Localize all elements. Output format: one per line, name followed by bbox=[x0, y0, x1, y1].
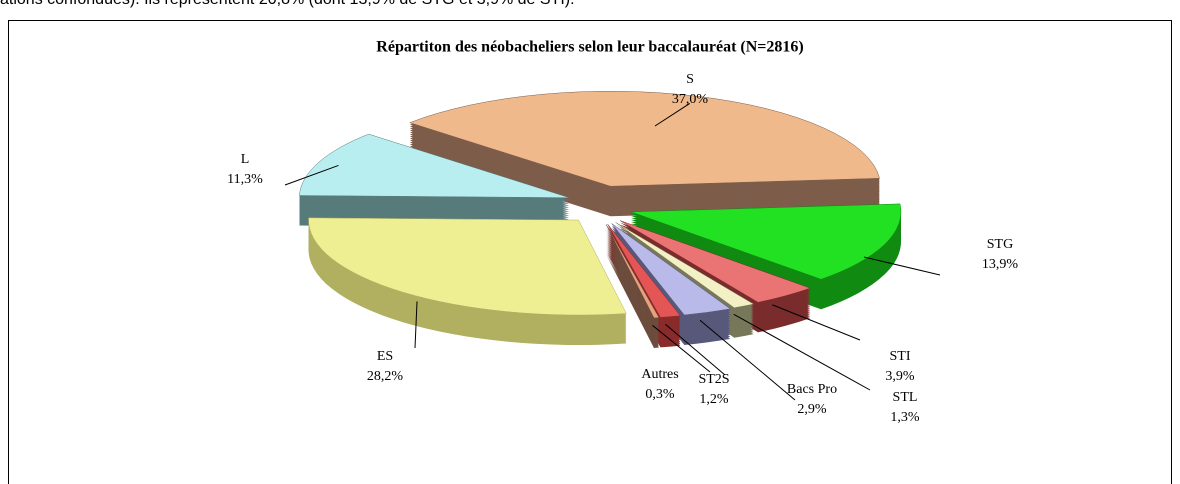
leader-line bbox=[733, 313, 871, 391]
slice bbox=[607, 224, 681, 318]
slice bbox=[620, 220, 812, 303]
slice-label: STI bbox=[890, 349, 911, 364]
value-label: 1,3% bbox=[890, 410, 920, 425]
leader-line bbox=[699, 319, 796, 401]
slice-label: S bbox=[686, 72, 694, 87]
leader-line bbox=[863, 256, 941, 276]
leader-line bbox=[414, 301, 418, 349]
value-label: 13,9% bbox=[982, 257, 1019, 272]
value-label: 3,9% bbox=[885, 369, 915, 384]
leader-line bbox=[284, 164, 339, 186]
leader-line bbox=[772, 304, 861, 341]
slice-label: Autres bbox=[641, 367, 678, 382]
slice-label: ES bbox=[377, 349, 393, 364]
frame bbox=[8, 20, 1172, 484]
value-label: 1,2% bbox=[699, 392, 729, 407]
slice-label: STG bbox=[987, 237, 1013, 252]
value-label: 0,3% bbox=[645, 387, 675, 402]
leader-line bbox=[654, 102, 691, 127]
slice bbox=[409, 91, 880, 187]
slice bbox=[605, 224, 660, 319]
intro-text: ations confondues). Ils représentent 20,… bbox=[0, 0, 575, 9]
slice-label: Bacs Pro bbox=[787, 382, 837, 397]
value-label: 11,3% bbox=[227, 172, 263, 187]
value-label: 2,9% bbox=[797, 402, 827, 417]
value-label: 37,0% bbox=[672, 92, 709, 107]
slice bbox=[630, 203, 902, 280]
chart-title: Répartiton des néobacheliers selon leur … bbox=[376, 39, 803, 56]
slice bbox=[611, 223, 731, 316]
slice bbox=[299, 133, 570, 198]
slice bbox=[615, 222, 755, 309]
value-label: 28,2% bbox=[367, 369, 404, 384]
slice-label: L bbox=[241, 152, 250, 167]
slice-label: ST2S bbox=[698, 372, 729, 387]
leader-line bbox=[652, 324, 711, 373]
leader-line bbox=[665, 323, 726, 376]
slice-label: STL bbox=[893, 390, 918, 405]
slice bbox=[308, 217, 627, 316]
